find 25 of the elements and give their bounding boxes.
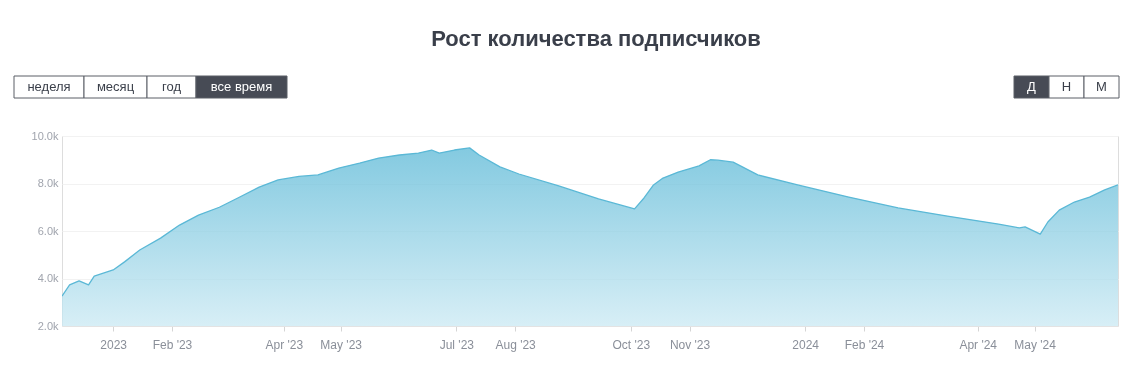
y-tick-label: 6.0k	[37, 224, 59, 237]
y-tick-label: 2.0k	[37, 319, 59, 332]
x-tick-label: 2023	[100, 337, 128, 352]
y-tick-label: 4.0k	[37, 272, 59, 284]
y-tick-label: 10.0k	[31, 129, 59, 142]
text: Н	[1061, 79, 1072, 94]
x-tick-label: Oct '23	[612, 337, 651, 352]
y-tick-label: 8.0k	[37, 177, 59, 189]
x-tick-label: Apr '24	[959, 337, 998, 352]
text: месяц	[96, 79, 135, 94]
x-tick-label: Jul '23	[439, 337, 475, 352]
x-tick-label: Feb '24	[844, 337, 885, 352]
text: год	[162, 79, 182, 94]
text: неделя	[27, 79, 71, 94]
x-tick-label: 2024	[792, 337, 820, 352]
x-tick-label: Aug '23	[495, 337, 537, 352]
chart-title: Рост количества подписчиков	[431, 26, 761, 51]
x-tick-label: Apr '23	[265, 337, 304, 352]
text: Д	[1027, 79, 1037, 94]
x-tick-label: May '24	[1014, 337, 1057, 352]
text: М	[1096, 79, 1107, 94]
text: все время	[210, 79, 273, 94]
x-tick-label: Nov '23	[669, 337, 711, 352]
x-tick-label: Feb '23	[152, 337, 193, 352]
x-tick-label: May '23	[320, 337, 363, 352]
